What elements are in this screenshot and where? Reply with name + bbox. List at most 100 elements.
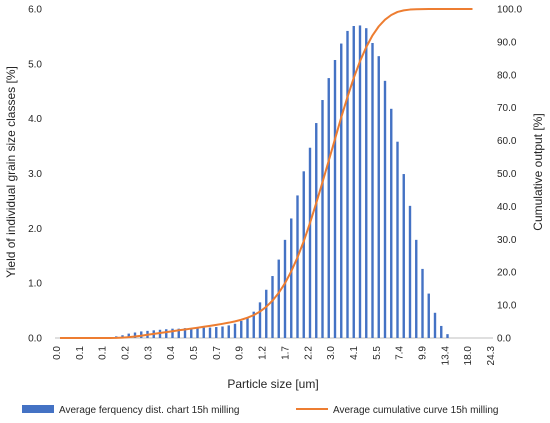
line-series <box>60 8 473 339</box>
bar <box>396 141 399 338</box>
y2-tick-label: 50.0 <box>497 169 517 180</box>
x-tick-label: 3.0 <box>326 346 337 360</box>
x-tick-label: 0.7 <box>212 346 223 360</box>
x-tick-label: 0.3 <box>143 346 154 360</box>
x-tick-label: 0.0 <box>52 346 63 360</box>
bar <box>365 28 368 338</box>
x-tick-label: 0.4 <box>166 346 177 360</box>
bar <box>421 268 424 338</box>
bar <box>340 43 343 339</box>
bar <box>402 174 405 338</box>
x-tick-label: 2.2 <box>303 346 314 360</box>
bar <box>265 289 268 338</box>
x-tick-label: 1.2 <box>258 346 269 360</box>
bar <box>302 171 305 338</box>
y2-tick-label: 10.0 <box>497 301 517 312</box>
bar <box>346 30 349 339</box>
x-tick-label: 0.1 <box>98 346 109 360</box>
x-tick-label: 0.5 <box>189 346 200 360</box>
bar <box>221 326 224 338</box>
bar <box>208 327 212 338</box>
y2-tick-label: 70.0 <box>497 103 517 114</box>
x-axis-tick-labels: 0.0 0.1 0.1 0.2 0.3 0.4 0.5 0.7 0.9 1.2 1.7 2.2 3.0 4… <box>52 346 497 366</box>
legend-swatch-bars <box>22 405 54 413</box>
bar <box>371 43 374 338</box>
bar <box>327 78 330 338</box>
y2-tick-label: 20.0 <box>497 268 517 279</box>
left-axis-tick-labels: 0.0 1.0 2.0 3.0 4.0 5.0 6.0 <box>28 5 42 345</box>
bar <box>390 108 393 338</box>
bar <box>283 239 287 338</box>
bar <box>258 302 262 338</box>
y2-tick-label: 40.0 <box>497 202 517 213</box>
bar <box>415 239 418 338</box>
bar <box>133 332 137 338</box>
bar <box>183 328 187 338</box>
y-tick-label: 4.0 <box>28 114 42 125</box>
y2-tick-label: 30.0 <box>497 235 517 246</box>
bar <box>333 59 337 339</box>
x-tick-label: 13.4 <box>440 346 451 366</box>
x-tick-label: 24.3 <box>486 346 497 366</box>
legend-label-bars: Average ferquency dist. chart 15h millin… <box>59 405 239 416</box>
y2-axis-title: Cumulative output [%] <box>531 113 545 230</box>
bar <box>240 321 243 338</box>
y2-tick-label: 80.0 <box>497 70 517 81</box>
y-axis-title: Yield of individual grain size classes [… <box>4 66 18 278</box>
x-tick-label: 4.1 <box>349 346 360 360</box>
bar <box>296 195 299 338</box>
bar <box>383 80 387 338</box>
bar <box>315 123 318 338</box>
x-axis-title: Particle size [um] <box>227 377 318 391</box>
x-tick-label: 18.0 <box>463 346 474 366</box>
y-tick-label: 3.0 <box>28 169 42 180</box>
cumulative-curve <box>60 8 473 339</box>
x-tick-label: 0.9 <box>235 346 246 360</box>
y-tick-label: 1.0 <box>28 279 42 290</box>
bar <box>321 100 324 339</box>
bar <box>433 312 437 338</box>
x-tick-label: 1.7 <box>280 346 291 360</box>
bar <box>308 147 312 338</box>
y2-tick-label: 90.0 <box>497 37 517 48</box>
x-tick-label: 0.2 <box>121 346 132 360</box>
bar <box>252 311 255 338</box>
bar <box>377 56 380 338</box>
bar <box>446 334 449 338</box>
y-tick-label: 6.0 <box>28 5 42 16</box>
bar <box>165 329 168 338</box>
bar <box>408 205 412 338</box>
bar <box>177 328 180 338</box>
y-tick-label: 0.0 <box>28 334 42 345</box>
legend: Average ferquency dist. chart 15h millin… <box>22 405 498 416</box>
bar <box>127 333 130 338</box>
bar <box>290 218 293 338</box>
bar <box>202 327 205 338</box>
bar <box>196 328 199 338</box>
bar <box>427 293 430 338</box>
bar <box>352 26 355 338</box>
y2-tick-label: 60.0 <box>497 136 517 147</box>
y2-tick-label: 100.0 <box>497 5 522 16</box>
bar <box>227 325 230 338</box>
bar <box>233 323 237 338</box>
x-tick-label: 0.1 <box>75 346 86 360</box>
bar <box>190 328 193 338</box>
bar-series <box>108 25 449 339</box>
bar <box>277 259 280 338</box>
bar <box>215 327 218 338</box>
legend-label-line: Average cumulative curve 15h milling <box>333 405 498 416</box>
y-tick-label: 5.0 <box>28 59 42 70</box>
x-tick-label: 5.5 <box>372 346 383 360</box>
bar <box>246 317 249 338</box>
x-tick-label: 7.4 <box>395 346 406 360</box>
y2-tick-label: 0.0 <box>497 334 511 345</box>
bar <box>271 276 274 338</box>
bar <box>358 25 362 338</box>
bar <box>171 328 174 338</box>
x-tick-label: 9.9 <box>417 346 428 360</box>
right-axis-tick-labels: 0.0 10.0 20.0 30.0 40.0 50.0 60.0 70.0 80.0 90.0 1… <box>497 5 522 345</box>
bar <box>440 325 443 338</box>
y-tick-label: 2.0 <box>28 224 42 235</box>
